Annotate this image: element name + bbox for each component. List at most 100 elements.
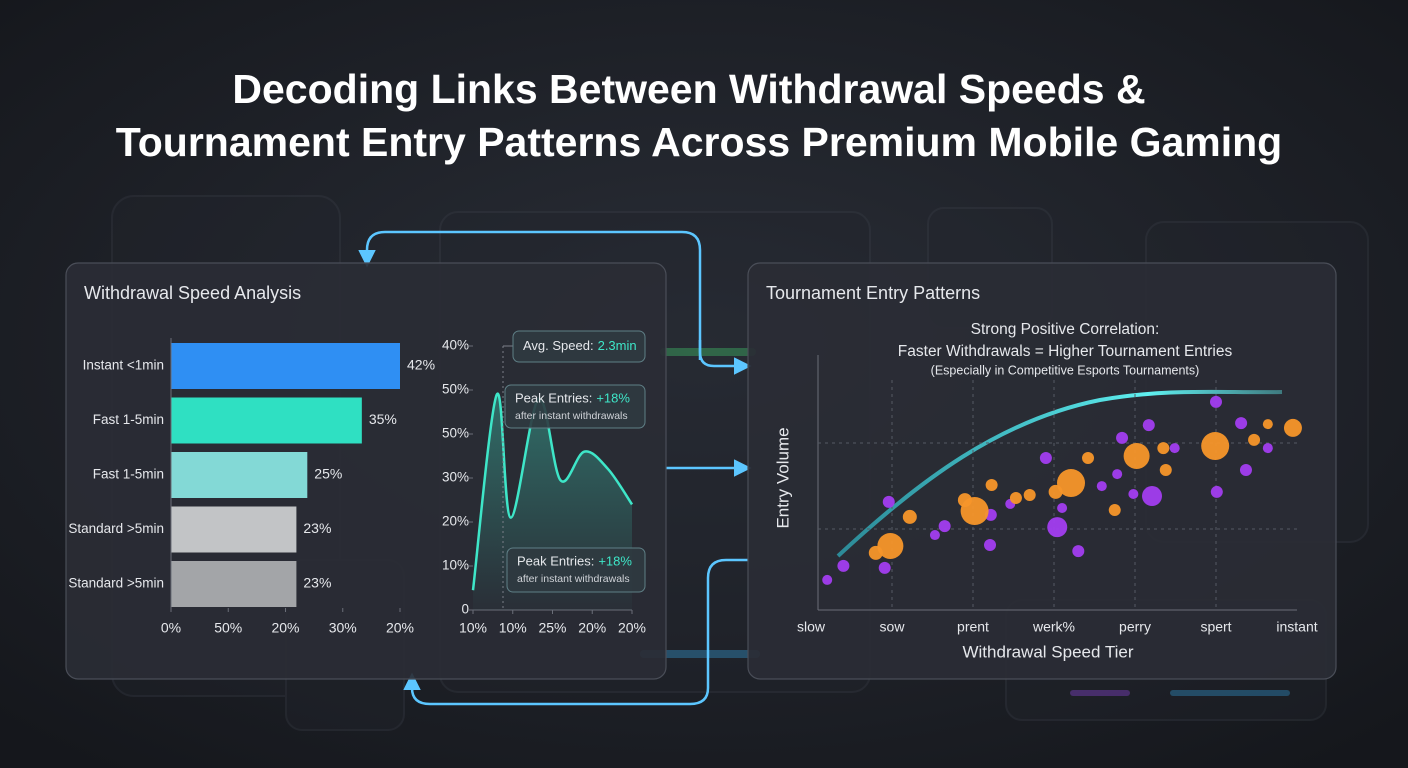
scatter-point xyxy=(1112,469,1123,480)
scatter-point xyxy=(882,495,895,508)
scatter-point xyxy=(837,559,850,572)
scatter-point xyxy=(1047,517,1068,538)
scatter-point xyxy=(1123,442,1150,469)
annotation-highlight: 2.3min xyxy=(598,338,637,353)
bar xyxy=(171,561,297,607)
x-tick-label: 50% xyxy=(214,620,242,636)
scatter-point xyxy=(938,520,951,533)
chart-layer: 0% 50% 20% 30% 20% Instant <1min 42% Fast 1-5mi… xyxy=(68,321,1317,661)
annotation-text: (Especially in Competitive Esports Tourn… xyxy=(931,363,1200,377)
y-tick-label: 10% xyxy=(442,558,469,573)
scatter-point xyxy=(1210,395,1222,408)
bar xyxy=(171,397,362,444)
scatter-point xyxy=(1096,481,1107,492)
scatter-point xyxy=(902,509,917,524)
annotation-text: Avg. Speed: xyxy=(523,338,594,353)
annotation-box xyxy=(504,384,646,429)
x-tick-label: sow xyxy=(880,619,906,635)
ui-bar xyxy=(660,348,756,356)
data-label: 42% xyxy=(407,357,435,373)
annotation-highlight: +18% xyxy=(596,390,630,405)
scatter-point xyxy=(1262,443,1273,454)
x-tick-label: instant xyxy=(1276,619,1317,635)
x-tick-label: 10% xyxy=(459,620,487,636)
data-label: 23% xyxy=(303,520,331,536)
y-tick-label: Fast 1-5min xyxy=(93,467,164,482)
data-label: 23% xyxy=(303,575,331,591)
scatter-point xyxy=(1072,545,1085,558)
page-title: Decoding Links Between Withdrawal Speeds… xyxy=(232,66,1145,112)
ui-bar xyxy=(1170,690,1290,696)
connector-arrow xyxy=(358,230,702,360)
data-label: 35% xyxy=(369,411,397,427)
connector-arrow xyxy=(698,340,752,375)
annotation-box xyxy=(512,330,646,363)
page-title: Tournament Entry Patterns Across Premium… xyxy=(116,119,1282,165)
scatter-point xyxy=(1142,486,1163,507)
trend-curve xyxy=(836,389,1283,558)
y-tick-label: 50% xyxy=(442,382,469,397)
scatter-point xyxy=(1082,452,1095,465)
scatter-point xyxy=(1201,432,1230,461)
scatter-point xyxy=(1009,492,1022,505)
annotation-box xyxy=(506,547,646,593)
scatter-point xyxy=(1023,488,1036,501)
x-axis-label: Withdrawal Speed Tier xyxy=(962,642,1133,661)
scatter-point xyxy=(985,479,998,492)
scatter-point xyxy=(1262,419,1273,430)
scatter-point xyxy=(1057,469,1086,498)
y-axis-label: Entry Volume xyxy=(773,427,792,528)
scatter-point xyxy=(1283,418,1302,437)
scatter-point xyxy=(1159,464,1172,477)
x-tick-label: perry xyxy=(1119,619,1151,635)
x-tick-label: werk% xyxy=(1032,619,1075,635)
scatter-point xyxy=(1128,488,1139,499)
bar xyxy=(171,452,308,498)
y-tick-label: 50% xyxy=(442,426,469,441)
scatter-point xyxy=(1239,464,1252,477)
x-tick-label: 30% xyxy=(329,620,357,636)
scatter-point xyxy=(1169,443,1180,454)
scatter-point xyxy=(1157,442,1170,455)
scatter-point xyxy=(877,532,904,559)
x-tick-label: prent xyxy=(957,619,989,635)
data-label: 25% xyxy=(314,466,342,482)
panel-title: Tournament Entry Patterns xyxy=(766,283,980,303)
x-tick-label: 10% xyxy=(499,620,527,636)
y-tick-label: Standard >5min xyxy=(68,521,164,536)
annotation-note: after instant withdrawals xyxy=(517,573,630,585)
panel-title: Withdrawal Speed Analysis xyxy=(84,283,301,303)
annotation-note: after instant withdrawals xyxy=(515,410,628,422)
scatter-point xyxy=(878,561,891,574)
x-tick-label: 25% xyxy=(538,620,566,636)
scatter-point xyxy=(984,538,997,551)
panel xyxy=(747,262,1337,680)
x-tick-label: spert xyxy=(1200,619,1231,635)
scatter-point xyxy=(1210,485,1223,498)
x-tick-label: slow xyxy=(797,619,826,635)
x-tick-label: 20% xyxy=(618,620,646,636)
y-tick-label: 0 xyxy=(461,602,469,617)
annotation-text: Faster Withdrawals = Higher Tournament E… xyxy=(898,343,1233,360)
scatter-point xyxy=(1235,417,1248,430)
scatter-point xyxy=(929,530,940,541)
x-tick-label: 0% xyxy=(161,620,181,636)
x-tick-label: 20% xyxy=(386,620,414,636)
connectors xyxy=(358,230,752,706)
scatter-point xyxy=(1142,419,1155,432)
connector-arrow xyxy=(403,558,748,706)
scatter-point xyxy=(1039,452,1052,465)
scatter-point xyxy=(1057,503,1068,513)
annotation-text: Peak Entries: xyxy=(517,553,594,568)
y-tick-label: 40% xyxy=(442,338,469,353)
bar xyxy=(171,343,400,389)
x-tick-label: 20% xyxy=(578,620,606,636)
y-tick-label: 30% xyxy=(442,470,469,485)
ui-bar xyxy=(640,650,760,658)
annotation-text: Peak Entries: xyxy=(515,390,592,405)
annotation-highlight: +18% xyxy=(598,553,632,568)
bar xyxy=(171,506,297,553)
scatter-point xyxy=(822,574,833,585)
scatter-point xyxy=(1116,431,1129,444)
